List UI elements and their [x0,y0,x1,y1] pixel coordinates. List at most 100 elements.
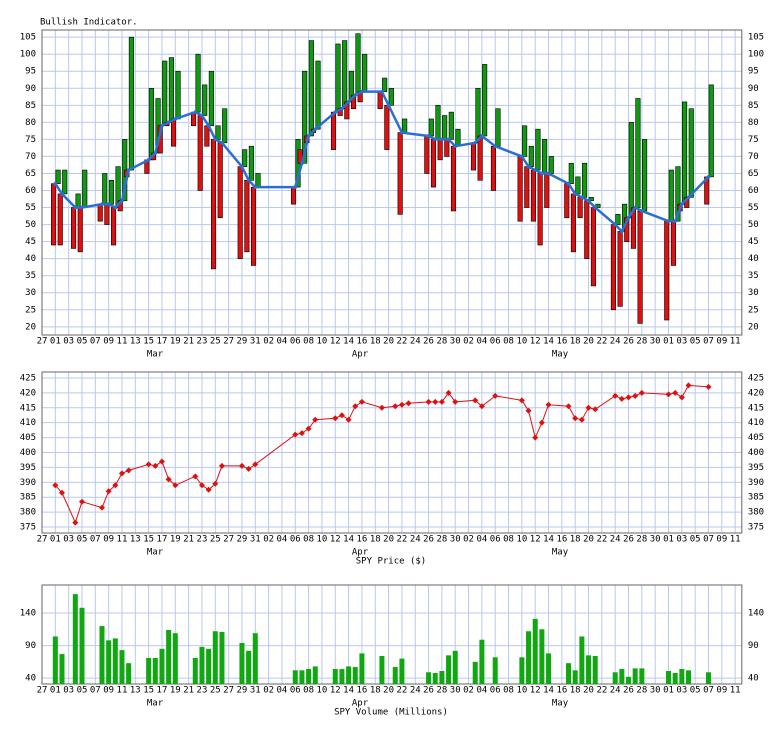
bar-high [128,36,134,171]
average-point [380,89,384,94]
y-tick-label: 80 [748,118,759,128]
y-tick-label: 405 [748,433,764,443]
plot-frame [41,29,743,336]
price-point [352,403,359,410]
x-tick-label: 30 [450,337,461,347]
x-tick-label: 11 [730,686,741,696]
y-tick-label: 90 [748,641,759,651]
bar-high [615,214,621,225]
price-point [98,504,105,511]
price-point [532,434,539,441]
volume-bar [79,607,85,684]
average-point [493,144,498,149]
volume-bar [52,636,58,684]
volume-bar [299,670,305,684]
average-point [160,123,164,128]
x-tick-label: 27 [37,686,48,696]
average-point [586,198,591,203]
volume-bar [146,657,152,684]
bar-low [517,156,523,222]
price-point [472,397,479,404]
y-tick-label: 90 [748,84,759,94]
average-point [166,120,171,125]
x-tick-label: 10 [317,535,328,545]
price-point [152,462,159,469]
bar-low [204,125,210,147]
bar-low [570,193,577,253]
average-point [340,106,344,111]
bar-high [495,108,501,147]
average-point [313,127,318,131]
chart-title: Bullish Indicator. [40,18,138,28]
average-point [626,215,631,220]
x-tick-label: 03 [676,337,687,347]
average-point [253,185,258,189]
bar-high [688,108,694,198]
price-point [125,467,132,474]
bar-high [455,128,461,147]
volume-bar [546,653,552,684]
price-point [358,398,365,405]
x-tick-label: 05 [77,535,88,545]
bar-high [535,128,541,171]
x-tick-label: 10 [516,535,527,545]
price-point [592,406,599,413]
x-tick-label: 25 [210,337,221,347]
y-tick-label: 20 [748,322,759,332]
price-point [72,519,79,526]
bar-high [628,122,634,219]
x-tick-label: 14 [543,535,554,545]
x-tick-label: 12 [330,686,341,696]
y-tick-label: 415 [20,403,36,413]
bar-low [444,139,450,157]
average-point [333,110,338,114]
x-tick-label: 05 [77,337,88,347]
average-point [213,137,218,142]
x-tick-label: 14 [343,337,354,347]
x-tick-label: 23 [197,535,208,545]
bar-low [564,183,570,219]
volume-bar [399,658,405,684]
x-tick-label: 03 [676,686,687,696]
bar-high [442,115,448,140]
volume-bar [219,631,225,684]
volume-bar [479,639,485,684]
x-tick-label: 04 [277,686,288,696]
price-point [578,416,585,423]
price-point [478,403,485,410]
x-tick-label: 26 [423,686,434,696]
volume-bar [619,669,625,684]
x-tick-label: 26 [623,337,634,347]
y-tick-label: 105 [20,33,36,43]
x-tick-label: 02 [463,535,474,545]
x-tick-label: 19 [170,535,181,545]
x-tick-label: 07 [703,686,714,696]
x-tick-label: 04 [277,337,288,347]
x-tick-label: 04 [476,337,487,347]
bar-high [528,145,534,167]
y-tick-label: 100 [748,50,764,60]
bar-high [255,173,261,188]
average-point [526,164,531,169]
volume-bar [572,670,578,684]
x-tick-label: 18 [370,337,381,347]
bar-high [402,118,408,133]
x-tick-label: 09 [103,337,114,347]
price-point [105,488,112,495]
y-tick-label: 100 [20,50,36,60]
x-tick-label: 08 [303,337,314,347]
volume-bar [292,670,298,684]
average-point [113,205,118,210]
x-tick-label: 18 [570,535,581,545]
volume-bar [566,663,572,684]
price-point [332,415,339,422]
y-tick-label: 20 [25,322,36,332]
average-point [593,205,597,210]
volume-bar [126,663,132,684]
month-label: May [552,350,569,360]
x-tick-label: 02 [263,535,274,545]
x-tick-label: 30 [650,686,661,696]
x-tick-label: 06 [290,535,301,545]
y-tick-label: 395 [20,463,36,473]
average-point [473,140,478,145]
